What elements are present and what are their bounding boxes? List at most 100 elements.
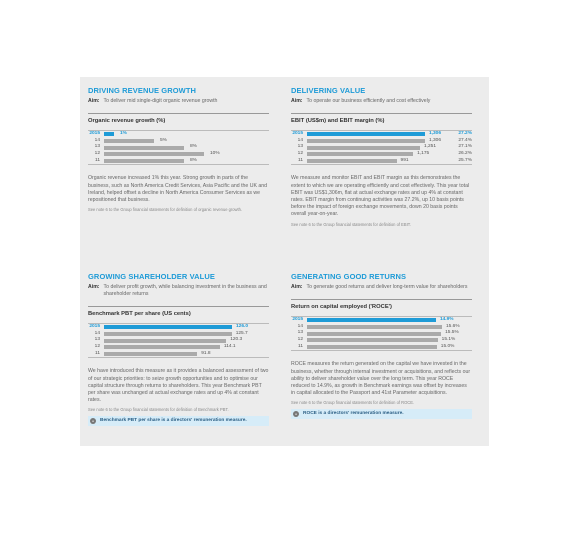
chart-row: 2015 1,306 27.2% bbox=[291, 131, 472, 138]
footnote: See note 6 to the Group financial statem… bbox=[88, 207, 243, 213]
section-delivering-value: DELIVERING VALUE Aim: To operate our bus… bbox=[291, 85, 472, 227]
section-body: ROCE measures the return generated on th… bbox=[291, 361, 471, 397]
bar-chart: 2015 1% 14 5% 13 8% 12 10% 11 8% bbox=[88, 130, 269, 166]
chart-row: 11 991 25.7% bbox=[291, 158, 472, 166]
bar bbox=[104, 338, 227, 343]
bar bbox=[307, 325, 442, 329]
aim-row: Aim: To deliver profit growth, while bal… bbox=[88, 284, 269, 298]
value-label: 91.8 bbox=[201, 350, 211, 356]
footnote: See note 6 to the Group financial statem… bbox=[88, 407, 229, 413]
year-label: 14 bbox=[94, 137, 100, 143]
chart-row: 12 15.1% bbox=[291, 337, 472, 344]
margin-label: 26.2% bbox=[458, 151, 472, 157]
aim-text: To deliver mid single-digit organic reve… bbox=[103, 98, 218, 104]
year-label: 2015 bbox=[89, 131, 100, 136]
section-body: We measure and monitor EBIT and EBIT mar… bbox=[291, 175, 470, 218]
chart-row: 2015 1% bbox=[88, 131, 269, 138]
chart-row: 13 1,251 27.1% bbox=[291, 144, 472, 151]
aim-row: Aim: To generate good returns and delive… bbox=[291, 284, 472, 291]
chart-row: 13 8% bbox=[88, 144, 269, 151]
chart-row: 2015 14.9% bbox=[291, 317, 472, 324]
section-title: DRIVING REVENUE GROWTH bbox=[88, 86, 197, 95]
year-label: 13 bbox=[94, 144, 100, 150]
chart-row: 12 114.1 bbox=[88, 344, 269, 351]
bar bbox=[104, 352, 198, 356]
section-title: DELIVERING VALUE bbox=[291, 86, 366, 95]
value-label: 1,306 bbox=[429, 131, 442, 136]
bar bbox=[307, 159, 397, 163]
section-title: GENERATING GOOD RETURNS bbox=[291, 272, 407, 281]
chart-title: Benchmark PBT per share (US cents) bbox=[88, 306, 269, 319]
aim-text: To generate good returns and deliver lon… bbox=[306, 284, 468, 290]
value-label: 15.5% bbox=[445, 330, 459, 336]
remuneration-callout: ● ROCE is a directors' remuneration meas… bbox=[291, 408, 472, 419]
margin-label: 27.4% bbox=[458, 137, 472, 143]
value-label: 1% bbox=[120, 131, 127, 136]
chart-row: 11 8% bbox=[88, 158, 269, 166]
value-label: 5% bbox=[160, 137, 167, 143]
bar bbox=[104, 345, 220, 350]
margin-label: 27.2% bbox=[458, 131, 472, 136]
aim-label: Aim: bbox=[88, 284, 100, 290]
chart-title: Return on capital employed ('ROCE') bbox=[291, 299, 472, 312]
year-label: 13 bbox=[297, 330, 303, 336]
aim-label: Aim: bbox=[291, 98, 303, 104]
year-label: 11 bbox=[298, 157, 303, 163]
bar bbox=[307, 152, 414, 157]
callout-text: ROCE is a directors' remuneration measur… bbox=[303, 411, 404, 417]
bar bbox=[104, 159, 184, 163]
year-label: 2015 bbox=[89, 324, 100, 329]
footnote: See note 6 to the Group financial statem… bbox=[291, 400, 415, 406]
bar bbox=[104, 325, 232, 330]
callout-text: Benchmark PBT per share is a directors' … bbox=[100, 418, 247, 424]
bar-chart: 2015 1,306 27.2% 14 1,306 27.4% 13 1,251 27.1% 12… bbox=[291, 130, 472, 166]
value-label: 991 bbox=[400, 157, 409, 163]
section-growing-shareholder-value: GROWING SHAREHOLDER VALUE Aim: To delive… bbox=[88, 271, 269, 426]
aim-label: Aim: bbox=[88, 98, 100, 104]
value-label: 14.9% bbox=[439, 317, 454, 322]
chart-row: 11 91.8 bbox=[88, 351, 269, 359]
value-label: 120.3 bbox=[230, 337, 243, 343]
bar bbox=[307, 331, 442, 336]
value-label: 15.6% bbox=[446, 323, 460, 329]
chart-row: 14 1,306 27.4% bbox=[291, 138, 472, 145]
bar bbox=[307, 338, 438, 343]
bar bbox=[104, 332, 232, 336]
section-driving-revenue-growth: DRIVING REVENUE GROWTH Aim: To deliver m… bbox=[88, 85, 269, 213]
aim-row: Aim: To operate our business efficiently… bbox=[291, 98, 472, 105]
year-label: 13 bbox=[94, 337, 100, 343]
report-page: DRIVING REVENUE GROWTH Aim: To deliver m… bbox=[80, 77, 489, 446]
year-label: 11 bbox=[95, 157, 100, 163]
value-label: 10% bbox=[210, 151, 220, 157]
value-label: 125.7 bbox=[235, 330, 248, 336]
remuneration-callout: ● Benchmark PBT per share is a directors… bbox=[88, 415, 269, 426]
year-label: 14 bbox=[297, 323, 303, 329]
year-label: 12 bbox=[94, 151, 100, 157]
bar bbox=[104, 152, 204, 157]
remuneration-icon: ● bbox=[90, 417, 96, 424]
year-label: 14 bbox=[297, 137, 303, 143]
bar bbox=[104, 139, 154, 143]
chart-row: 2015 126.0 bbox=[88, 324, 269, 331]
bar bbox=[307, 139, 425, 143]
bar bbox=[307, 145, 421, 150]
chart-row: 13 120.3 bbox=[88, 337, 269, 344]
section-generating-good-returns: GENERATING GOOD RETURNS Aim: To generate… bbox=[291, 271, 472, 419]
bar-chart: 2015 14.9% 14 15.6% 13 15.5% 12 15.1% 11 15.0% bbox=[291, 316, 472, 352]
year-label: 12 bbox=[297, 151, 303, 157]
aim-text: To deliver profit growth, while balancin… bbox=[103, 284, 267, 297]
bar bbox=[307, 132, 425, 137]
year-label: 11 bbox=[95, 350, 100, 356]
chart-row: 12 1,175 26.2% bbox=[291, 151, 472, 158]
chart-title: EBIT (US$m) and EBIT margin (%) bbox=[291, 113, 472, 126]
value-label: 114.1 bbox=[223, 344, 236, 350]
bar bbox=[104, 132, 114, 137]
section-body: Organic revenue increased 1% this year. … bbox=[88, 175, 268, 204]
year-label: 2015 bbox=[292, 131, 303, 136]
margin-label: 25.7% bbox=[458, 157, 472, 163]
bar bbox=[104, 145, 184, 150]
bar-chart: 2015 126.0 14 125.7 13 120.3 12 114.1 11 91.8 bbox=[88, 323, 269, 359]
value-label: 15.1% bbox=[441, 337, 456, 343]
value-label: 15.0% bbox=[440, 343, 455, 349]
chart-row: 14 15.6% bbox=[291, 324, 472, 331]
